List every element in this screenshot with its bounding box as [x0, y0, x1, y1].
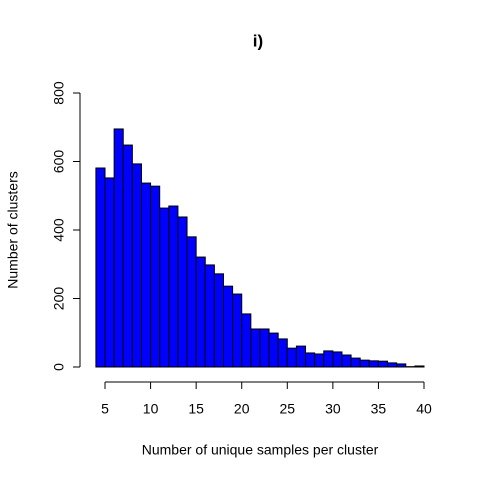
x-tick-label: 40: [416, 401, 432, 417]
bar: [104, 177, 115, 368]
bar: [277, 338, 288, 368]
x-tick-label: 10: [143, 401, 159, 417]
bar: [323, 350, 334, 368]
bar: [222, 285, 234, 368]
bar: [295, 345, 307, 368]
bar: [213, 273, 224, 368]
y-tick-label: 0: [51, 363, 67, 371]
bar: [377, 360, 389, 368]
bar: [113, 128, 124, 368]
x-tick-label: 15: [188, 401, 204, 417]
bar: [150, 185, 161, 368]
y-tick-label: 800: [51, 81, 67, 105]
bar: [359, 359, 370, 368]
bar: [314, 353, 325, 368]
bar: [140, 182, 152, 368]
bar: [195, 256, 206, 368]
bar: [350, 357, 361, 368]
bar: [232, 293, 243, 368]
bar: [204, 264, 215, 368]
bar: [368, 360, 379, 368]
bar: [387, 362, 398, 368]
bar: [286, 347, 297, 368]
bar: [250, 328, 261, 368]
bar: [241, 313, 252, 368]
x-tick-label: 5: [101, 401, 109, 417]
bar: [131, 163, 142, 368]
bar: [259, 328, 270, 368]
x-tick-label: 20: [234, 401, 250, 417]
bar: [177, 216, 188, 368]
bar: [268, 332, 279, 368]
y-axis-label: Number of clusters: [5, 171, 21, 288]
bar: [396, 363, 407, 368]
bar: [414, 365, 425, 368]
bar: [122, 144, 133, 368]
x-tick-label: 35: [371, 401, 387, 417]
x-tick-label: 25: [280, 401, 296, 417]
x-tick-label: 30: [325, 401, 341, 417]
y-tick-label: 400: [51, 218, 67, 242]
bar: [168, 205, 179, 368]
y-tick-label: 200: [51, 287, 67, 311]
bar: [95, 167, 106, 368]
chart-title: i): [253, 31, 263, 50]
bar: [159, 207, 170, 368]
bar: [186, 236, 197, 368]
y-tick-label: 600: [51, 150, 67, 174]
x-axis-label: Number of unique samples per cluster: [142, 442, 379, 458]
bar: [305, 352, 316, 368]
bar: [341, 354, 352, 368]
bar: [332, 351, 343, 368]
